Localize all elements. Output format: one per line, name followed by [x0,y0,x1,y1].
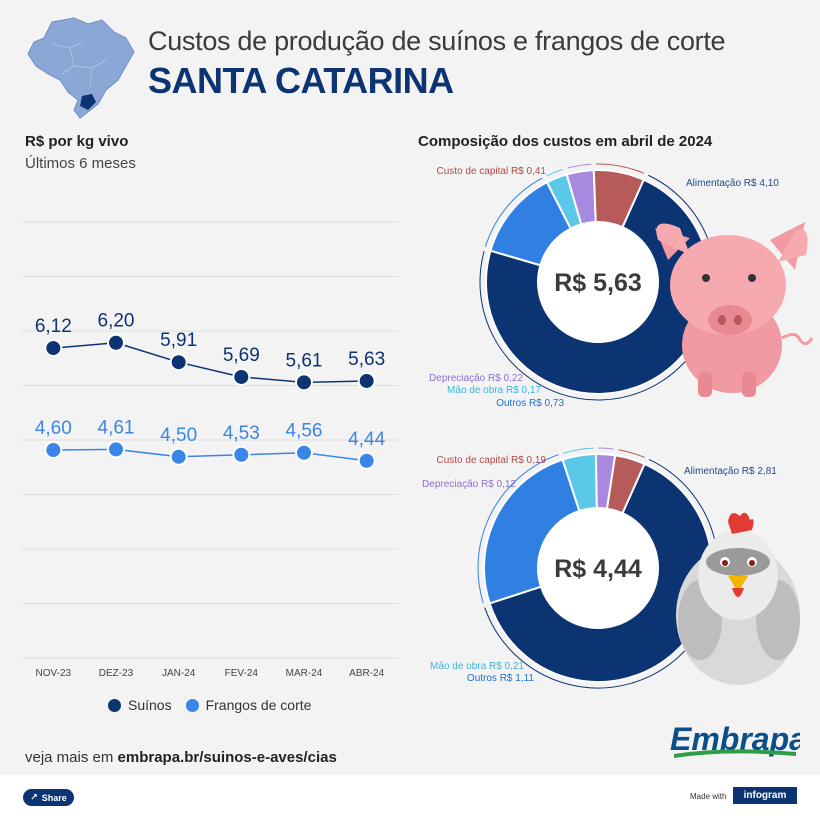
data-label: 4,56 [286,421,323,442]
infogram-link[interactable]: infogram [733,787,797,804]
donut-slice-arc [618,449,645,458]
data-label: 4,50 [160,425,197,446]
line-chart-title: R$ por kg vivo [25,133,129,150]
donut-slice [605,454,646,515]
data-label: 5,69 [223,345,260,366]
share-icon: ↗ [30,792,38,802]
data-point [232,445,251,464]
infographic-card: Custos de produção de suínos e frangos d… [0,0,820,775]
footer-link[interactable]: veja mais em embrapa.br/suinos-e-aves/ci… [25,749,337,766]
donut-slice-arc [479,174,717,401]
slice-label: Outros R$ 1,11 [467,673,535,684]
line-chart-subtitle: Últimos 6 meses [25,155,136,172]
page-title: Custos de produção de suínos e frangos d… [148,26,726,56]
donut-slice [483,458,581,605]
data-point [44,339,63,358]
data-point [295,373,313,392]
legend-label-suinos: Suínos [128,697,172,713]
x-tick-label: NOV-23 [36,668,72,679]
x-tick-label: DEZ-23 [99,668,134,679]
donut-center-label: R$ 4,44 [554,555,642,583]
embrapa-logo: Embrapa [670,721,800,758]
data-point [357,371,376,390]
data-label: 5,91 [160,330,197,351]
data-label: 6,20 [98,311,135,332]
donut-slice-arc [477,454,559,604]
donut-chart-title: Composição dos custos em abril de 2024 [418,133,713,150]
footer-link-url[interactable]: embrapa.br/suinos-e-aves/cias [117,749,337,766]
data-label: 4,53 [223,423,260,444]
page-subtitle: SANTA CATARINA [148,60,454,101]
donut-slice-arc [546,168,563,177]
data-label: 4,60 [35,418,72,439]
slice-label: Mão de obra R$ 0,17 [447,385,541,396]
slice-label: Alimentação R$ 2,81 [684,466,777,477]
data-label: 5,63 [348,349,385,370]
data-label: 6,12 [35,316,72,337]
donut-center-label: R$ 5,63 [554,269,642,297]
donut-hole [539,223,657,341]
data-point [232,367,251,386]
slice-label: Custo de capital R$ 0,41 [436,166,546,177]
share-button[interactable]: ↗ Share [23,789,74,806]
share-label: Share [41,792,67,803]
donut-slice [592,169,645,229]
slice-label: Depreciação R$ 0,22 [429,373,523,384]
data-label: 5,61 [286,350,323,371]
data-point [169,447,188,466]
donut-slice-arc [562,447,594,454]
legend-dot-frangos [185,698,199,712]
made-with-text: Made with [690,792,727,801]
line-chart-legend: Suínos Frangos de corte [108,697,325,713]
slice-label: Mão de obra R$ 0,21 [430,661,524,672]
series-line-0 [53,341,367,384]
x-tick-label: JAN-24 [162,668,196,679]
donut-charts: Alimentação R$ 4,10 Outros R$ 0,73 Mão de … [422,163,779,689]
x-tick-label: MAR-24 [286,668,323,679]
data-point [107,440,125,459]
slice-label: Outros R$ 0,73 [496,398,564,409]
slice-label: Alimentação R$ 4,10 [686,178,779,189]
legend-item-frangos: Frangos de corte [185,697,312,713]
donut-chart-1: Alimentação R$ 4,10 Outros R$ 0,73 Mão de … [429,163,779,409]
data-point [295,443,313,462]
legend-dot-suinos [108,698,121,712]
donut-slice-arc [598,447,614,450]
data-point [107,333,125,352]
data-point [169,353,188,372]
line-chart: NOV-23 DEZ-23 JAN-24 FEV-24 MAR-24 ABR-24 6,12… [22,221,398,679]
donut-slice-arc [484,177,543,247]
data-label: 4,61 [98,417,135,438]
brazil-map-icon [27,17,135,119]
slice-label: Custo de capital R$ 0,19 [436,455,546,466]
legend-item-suinos: Suínos [108,697,172,713]
donut-hole [539,509,657,627]
data-point [357,451,376,470]
footer-link-prefix: veja mais em [25,749,118,766]
slice-label: Depreciação R$ 0,12 [422,479,516,490]
series-line-1 [53,448,367,462]
legend-label-frangos: Frangos de corte [205,697,312,713]
x-tick-label: FEV-24 [225,668,259,679]
data-point [44,441,63,460]
data-label: 4,44 [348,429,385,450]
x-tick-label: ABR-24 [349,668,384,679]
donut-slice-arc [567,163,592,169]
donut-slice-arc [595,163,645,174]
